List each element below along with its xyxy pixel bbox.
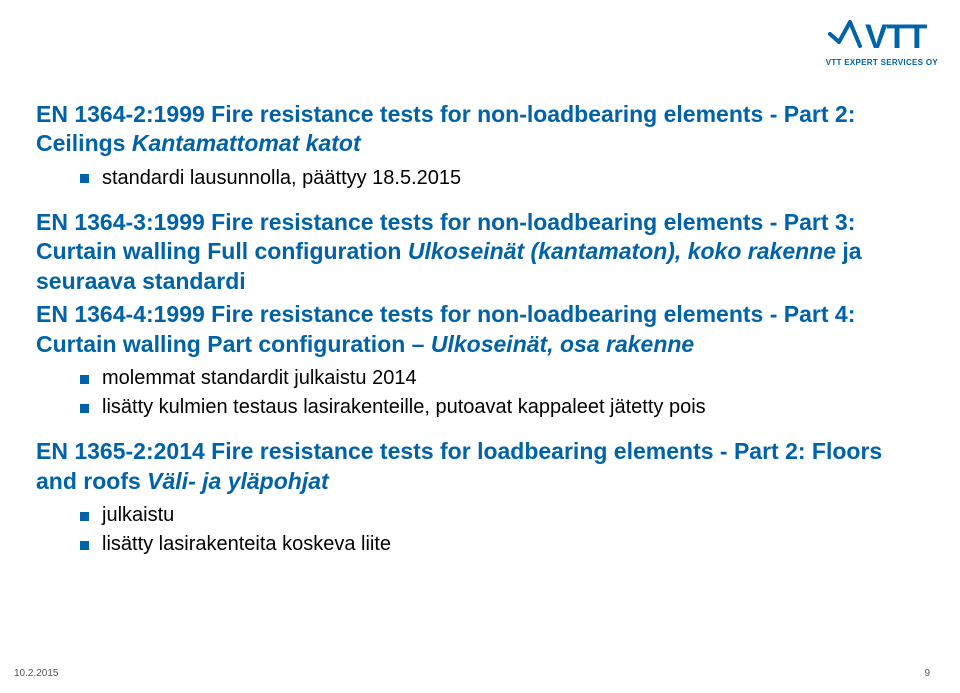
bullet-item: lisätty lasirakenteita koskeva liite <box>80 531 912 558</box>
vtt-logo: VTT VTT EXPERT SERVICES OY <box>826 12 938 67</box>
bullet-list: molemmat standardit julkaistu 2014lisätt… <box>36 365 912 421</box>
footer-date: 10.2.2015 <box>14 668 59 679</box>
bullet-item: julkaistu <box>80 502 912 529</box>
vtt-logo-text: VTT <box>865 18 927 56</box>
bullet-item: lisätty kulmien testaus lasirakenteille,… <box>80 394 912 421</box>
bullet-item: standardi lausunnolla, päättyy 18.5.2015 <box>80 165 912 192</box>
heading-italic: Ulkoseinät (kantamaton), koko rakenne <box>408 238 836 264</box>
standard-block: EN 1364-3:1999 Fire resistance tests for… <box>36 208 912 296</box>
vtt-logo-subtitle: VTT EXPERT SERVICES OY <box>826 58 938 67</box>
standard-block: EN 1364-4:1999 Fire resistance tests for… <box>36 300 912 421</box>
standard-heading: EN 1364-3:1999 Fire resistance tests for… <box>36 208 912 296</box>
standard-block: EN 1365-2:2014 Fire resistance tests for… <box>36 437 912 558</box>
vtt-logo-mark: VTT <box>826 12 938 56</box>
heading-italic: Väli- ja yläpohjat <box>147 468 329 494</box>
standard-heading: EN 1364-4:1999 Fire resistance tests for… <box>36 300 912 359</box>
standard-heading: EN 1365-2:2014 Fire resistance tests for… <box>36 437 912 496</box>
slide-content: EN 1364-2:1999 Fire resistance tests for… <box>36 100 912 562</box>
standard-heading: EN 1364-2:1999 Fire resistance tests for… <box>36 100 912 159</box>
bullet-list: standardi lausunnolla, päättyy 18.5.2015 <box>36 165 912 192</box>
standard-block: EN 1364-2:1999 Fire resistance tests for… <box>36 100 912 192</box>
bullet-list: julkaistulisätty lasirakenteita koskeva … <box>36 502 912 558</box>
footer-page-number: 9 <box>924 668 930 679</box>
bullet-item: molemmat standardit julkaistu 2014 <box>80 365 912 392</box>
heading-italic: Ulkoseinät, osa rakenne <box>431 331 694 357</box>
heading-italic: Kantamattomat katot <box>132 130 361 156</box>
